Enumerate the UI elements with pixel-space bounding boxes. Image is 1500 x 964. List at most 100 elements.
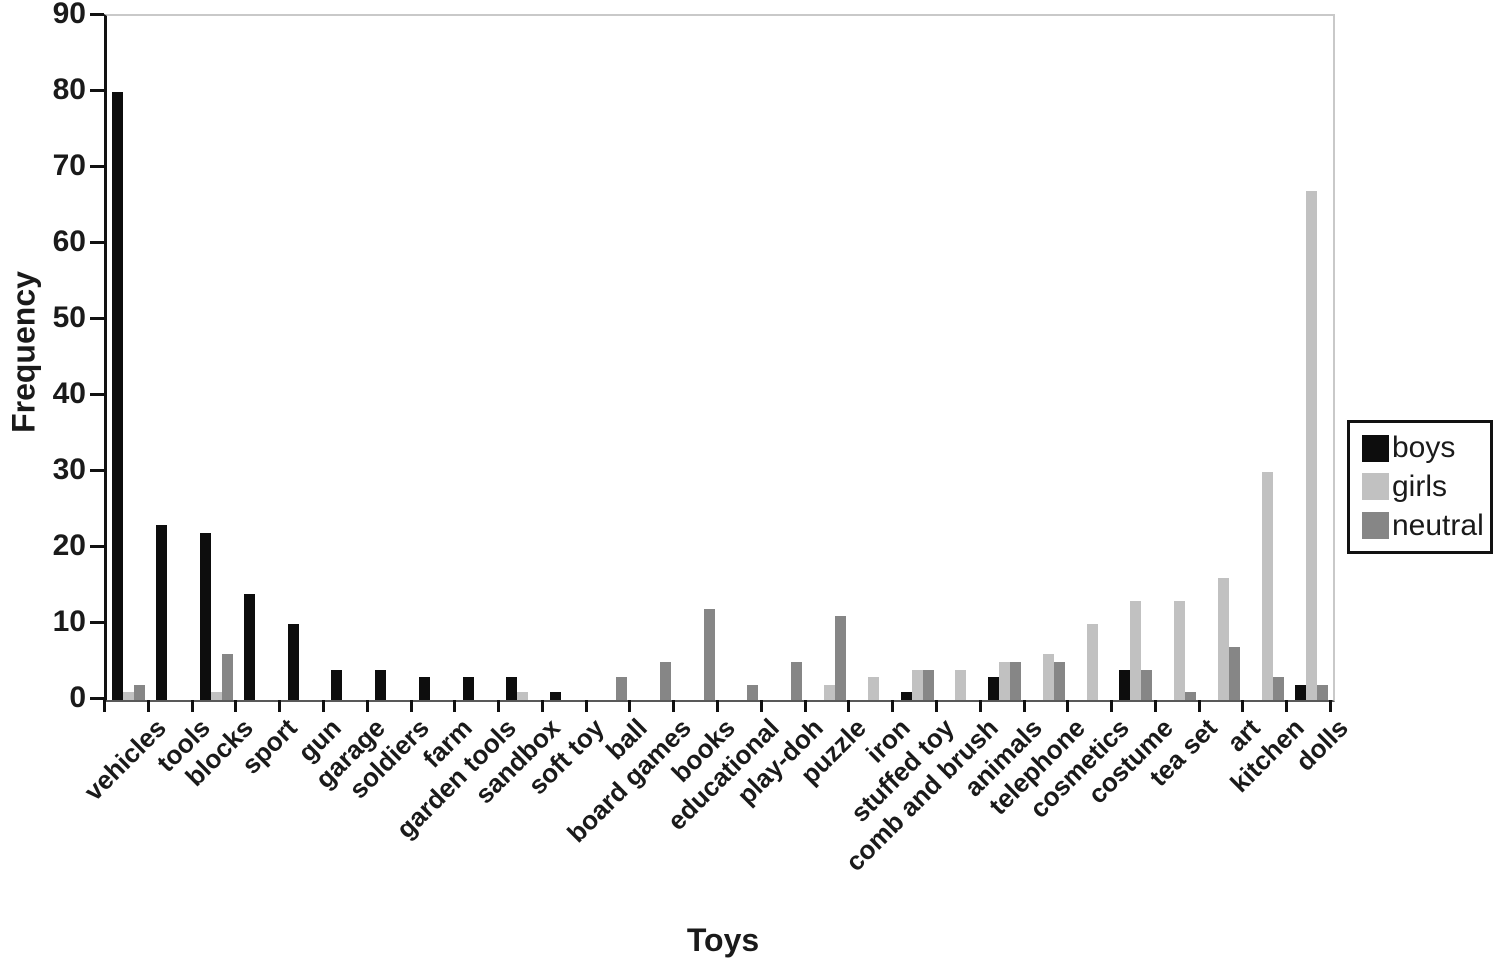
bar-boys-soldiers — [375, 670, 387, 700]
bar-boys-sport — [243, 594, 255, 700]
x-tick-16 — [804, 700, 807, 712]
bar-girls-dolls — [1305, 191, 1317, 700]
bar-girls-costume — [1130, 601, 1142, 700]
y-tick-label-40: 40 — [52, 377, 86, 410]
x-tick-15 — [760, 700, 763, 712]
bar-girls-cosmetics — [1086, 624, 1098, 700]
x-tick-8 — [453, 700, 456, 712]
x-tick-2 — [191, 700, 194, 712]
y-tick-80 — [90, 89, 104, 92]
y-tick-label-10: 10 — [52, 605, 86, 638]
bar-boys-animals — [988, 677, 1000, 700]
x-tick-0 — [103, 700, 106, 712]
y-tick-50 — [90, 317, 104, 320]
bar-neutral-educational — [747, 685, 759, 700]
x-tick-22 — [1066, 700, 1069, 712]
bar-boys-costume — [1119, 670, 1131, 700]
y-tick-label-50: 50 — [52, 301, 86, 334]
bar-boys-stuffed-toy — [900, 692, 912, 700]
legend-item-boys: boys — [1362, 433, 1490, 463]
bar-girls-sandbox — [517, 692, 529, 700]
x-tick-3 — [234, 700, 237, 712]
y-tick-10 — [90, 621, 104, 624]
bar-boys-blocks — [199, 533, 211, 700]
bar-boys-sandbox — [506, 677, 518, 700]
bar-girls-art — [1218, 578, 1230, 700]
x-tick-26 — [1241, 700, 1244, 712]
y-tick-40 — [90, 393, 104, 396]
x-tick-12 — [628, 700, 631, 712]
x-tick-28 — [1329, 700, 1332, 712]
y-tick-label-30: 30 — [52, 453, 86, 486]
bar-girls-puzzle — [823, 685, 835, 700]
bar-boys-garden-tools — [462, 677, 474, 700]
x-tick-11 — [585, 700, 588, 712]
legend-swatch-girls — [1362, 473, 1389, 501]
bar-neutral-costume — [1141, 670, 1153, 700]
x-tick-4 — [278, 700, 281, 712]
x-tick-14 — [716, 700, 719, 712]
bar-neutral-art — [1229, 647, 1241, 700]
x-tick-18 — [891, 700, 894, 712]
x-tick-6 — [366, 700, 369, 712]
x-tick-23 — [1110, 700, 1113, 712]
bar-girls-comb-and-brush — [955, 670, 967, 700]
x-tick-5 — [322, 700, 325, 712]
bar-girls-iron — [867, 677, 879, 700]
bar-neutral-dolls — [1316, 685, 1328, 700]
x-tick-7 — [410, 700, 413, 712]
bar-girls-animals — [999, 662, 1011, 700]
y-tick-60 — [90, 241, 104, 244]
bar-boys-farm — [418, 677, 430, 700]
bar-boys-vehicles — [112, 92, 124, 700]
y-tick-20 — [90, 545, 104, 548]
x-tick-10 — [541, 700, 544, 712]
y-tick-label-90: 90 — [52, 0, 86, 30]
y-tick-label-20: 20 — [52, 529, 86, 562]
bar-girls-telephone — [1042, 654, 1054, 700]
legend-label-girls: girls — [1392, 469, 1448, 503]
x-tick-25 — [1198, 700, 1201, 712]
bar-girls-stuffed-toy — [911, 670, 923, 700]
bar-neutral-tea-set — [1185, 692, 1197, 700]
x-tick-27 — [1285, 700, 1288, 712]
y-tick-label-80: 80 — [52, 73, 86, 106]
y-tick-30 — [90, 469, 104, 472]
bar-neutral-telephone — [1053, 662, 1065, 700]
bar-neutral-ball — [616, 677, 628, 700]
y-tick-label-0: 0 — [69, 681, 86, 714]
legend-label-neutral: neutral — [1392, 508, 1484, 542]
x-tick-21 — [1023, 700, 1026, 712]
x-tick-17 — [847, 700, 850, 712]
bar-girls-vehicles — [123, 692, 135, 700]
bar-boys-soft-toy — [550, 692, 562, 700]
x-tick-1 — [147, 700, 150, 712]
y-tick-0 — [90, 697, 104, 700]
y-tick-90 — [90, 13, 104, 16]
y-tick-70 — [90, 165, 104, 168]
legend: boys girls neutral — [1347, 420, 1493, 554]
legend-item-neutral: neutral — [1362, 508, 1490, 542]
x-tick-13 — [672, 700, 675, 712]
bar-girls-kitchen — [1261, 472, 1273, 700]
bar-boys-garage — [331, 670, 343, 700]
legend-label-boys: boys — [1392, 431, 1456, 465]
bar-boys-gun — [287, 624, 299, 700]
x-tick-9 — [497, 700, 500, 712]
legend-swatch-boys — [1362, 434, 1389, 462]
bar-neutral-play-doh — [791, 662, 803, 700]
y-tick-label-60: 60 — [52, 225, 86, 258]
bar-neutral-books — [703, 609, 715, 700]
bar-boys-dolls — [1294, 685, 1306, 700]
x-tick-24 — [1154, 700, 1157, 712]
bar-neutral-stuffed-toy — [922, 670, 934, 700]
bar-neutral-board-games — [659, 662, 671, 700]
bar-neutral-animals — [1010, 662, 1022, 700]
bar-boys-tools — [156, 525, 168, 700]
bar-neutral-puzzle — [834, 616, 846, 700]
bar-girls-tea-set — [1174, 601, 1186, 700]
x-tick-19 — [935, 700, 938, 712]
x-tick-20 — [979, 700, 982, 712]
bar-neutral-blocks — [221, 654, 233, 700]
